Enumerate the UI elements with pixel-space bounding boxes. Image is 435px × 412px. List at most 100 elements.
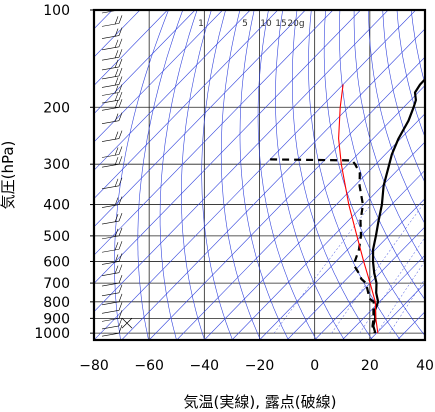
wind-barb-flag: [118, 27, 123, 36]
parcel-line: [338, 84, 379, 334]
wind-barb: [101, 99, 123, 111]
wind-barb-flag: [118, 177, 123, 186]
isotherm-line: [121, 28, 425, 340]
wind-barb: [101, 76, 123, 88]
x-tick-label: −40: [190, 358, 220, 374]
wind-barb-shaft: [101, 220, 120, 225]
wind-barb: [101, 67, 123, 80]
wind-barb-flag: [118, 146, 123, 155]
wind-barb-shaft: [101, 154, 120, 158]
mixing-ratio-line: [359, 237, 425, 334]
wind-barb: [101, 91, 123, 104]
wind-barb-shaft: [101, 75, 120, 80]
wind-barb: [101, 212, 123, 225]
wind-barb-shaft: [101, 185, 120, 190]
y-tick-label: 300: [43, 157, 70, 173]
isotherm-line: [286, 198, 425, 340]
isotherm-line: [204, 113, 425, 340]
wind-barb-shaft: [101, 325, 120, 330]
mixing-ratio-label: 15: [275, 19, 286, 29]
dry-adiabat-line: [308, 10, 401, 340]
y-tick-label: 1000: [34, 326, 70, 342]
wind-barb: [101, 156, 123, 168]
wind-barb-flag: [118, 227, 123, 236]
wind-barb-shaft: [101, 99, 120, 104]
isotherm-line: [424, 339, 425, 340]
dry-adiabat-line: [159, 10, 198, 340]
wind-barb-flag: [114, 213, 119, 223]
isotherm-line: [148, 56, 425, 340]
wind-barb: [101, 253, 123, 265]
wind-barb-flag: [118, 156, 123, 165]
dry-adiabat-line: [239, 10, 289, 340]
isotherm-line: [94, 10, 168, 86]
wind-barb-flag: [114, 242, 119, 251]
wind-barb-flag: [114, 113, 119, 122]
wind-barb-flag: [119, 10, 120, 11]
wind-barb-flag: [114, 228, 119, 237]
wind-barb-flag: [118, 15, 123, 24]
x-tick-label: −20: [245, 358, 275, 374]
isotherm-line: [94, 10, 389, 313]
wind-barb-flag: [114, 254, 119, 263]
wind-barb-flag: [118, 49, 123, 58]
isotherm-line: [94, 10, 416, 340]
series-layer: [270, 77, 425, 334]
wind-barb-flag: [114, 28, 119, 37]
wind-barb: [101, 317, 123, 330]
wind-barb-flag: [118, 317, 123, 327]
wind-barb-flag: [118, 310, 123, 319]
dry-adiabat-line: [137, 10, 184, 340]
wind-barb-shaft: [101, 23, 120, 27]
wind-barb-shaft: [101, 248, 120, 253]
wind-barb-flag: [118, 99, 123, 108]
mixing-ratio-label: 20g: [287, 19, 304, 29]
y-tick-label: 900: [43, 311, 70, 327]
mixing-ratio-line: [331, 204, 424, 334]
wind-barb-flag: [114, 92, 119, 102]
wind-barb: [101, 146, 123, 158]
wind-barb-flag: [118, 84, 123, 93]
wind-barb-flag: [114, 59, 119, 69]
wind-barb-flag: [114, 68, 119, 78]
dry-adiabat-line: [292, 10, 373, 340]
dry-adiabat-line: [220, 10, 261, 340]
dry-adiabat-line: [339, 10, 425, 301]
y-tick-label: 800: [43, 295, 70, 311]
wind-barb-flag: [114, 77, 119, 86]
wind-barb-shaft: [101, 301, 120, 306]
wind-barb-flag: [114, 265, 119, 274]
isotherm-line: [314, 226, 425, 340]
isotherm-line: [94, 10, 361, 284]
isotherm-line: [176, 84, 425, 340]
y-tick-label: 700: [43, 276, 70, 292]
plot-border: [92, 8, 427, 342]
wind-barb-flag: [114, 147, 119, 156]
isotherm-line: [94, 10, 279, 199]
plot-frame: [92, 8, 427, 342]
y-tick-label: 500: [43, 229, 70, 245]
wind-barb-flag: [114, 50, 119, 59]
wind-barb: [101, 58, 123, 71]
dry-adiabat-line: [181, 10, 212, 340]
wind-barb-shaft: [101, 272, 120, 276]
wind-barb-flag: [118, 38, 123, 47]
y-tick-label: 600: [43, 254, 70, 270]
wind-barb-shaft: [101, 35, 120, 39]
wind-barb-shaft: [101, 46, 120, 51]
wind-barb: [101, 274, 123, 287]
wind-barb-flag: [118, 196, 123, 205]
wind-barb-shaft: [101, 56, 120, 61]
wind-barb: [101, 15, 123, 27]
x-tick-label: −60: [134, 358, 164, 374]
isotherm-line: [94, 10, 196, 115]
wind-barb: [101, 27, 123, 39]
dry-adiabat-line: [426, 10, 435, 340]
mixing-ratio-label: 10: [260, 19, 272, 29]
isotherm-line: [342, 254, 425, 340]
wind-barb-flag: [118, 274, 123, 284]
dry-adiabat-line: [201, 10, 233, 340]
wind-barb-shaft: [101, 138, 120, 142]
isotherm-line: [94, 10, 334, 256]
y-tick-label: 400: [43, 198, 70, 214]
